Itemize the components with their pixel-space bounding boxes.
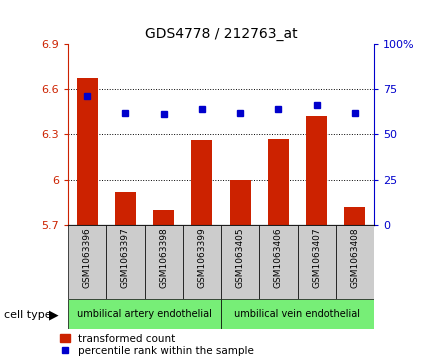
Bar (259, 225, 298, 299)
Text: GSM1063397: GSM1063397 (121, 227, 130, 288)
Bar (306, 116, 327, 225)
Bar (230, 180, 251, 225)
Text: GSM1063407: GSM1063407 (312, 227, 321, 288)
Bar (115, 192, 136, 225)
Bar (191, 140, 212, 225)
Text: GSM1063396: GSM1063396 (82, 227, 92, 288)
Bar (153, 210, 174, 225)
Bar (298, 225, 336, 299)
Text: umbilical artery endothelial: umbilical artery endothelial (77, 309, 212, 319)
Bar (68, 299, 221, 329)
Text: GSM1063408: GSM1063408 (350, 227, 360, 288)
Text: GSM1063398: GSM1063398 (159, 227, 168, 288)
Bar (144, 225, 183, 299)
Bar (68, 225, 106, 299)
Legend: transformed count, percentile rank within the sample: transformed count, percentile rank withi… (60, 334, 254, 356)
Text: GSM1063399: GSM1063399 (197, 227, 207, 288)
Title: GDS4778 / 212763_at: GDS4778 / 212763_at (144, 27, 298, 41)
Text: cell type: cell type (4, 310, 52, 320)
Bar (221, 299, 374, 329)
Bar (183, 225, 221, 299)
Bar (76, 78, 98, 225)
Bar (106, 225, 144, 299)
Bar (336, 225, 374, 299)
Text: ▶: ▶ (49, 308, 59, 321)
Text: GSM1063405: GSM1063405 (235, 227, 245, 288)
Bar (268, 139, 289, 225)
Text: umbilical vein endothelial: umbilical vein endothelial (235, 309, 360, 319)
Text: GSM1063406: GSM1063406 (274, 227, 283, 288)
Bar (344, 207, 366, 225)
Bar (221, 225, 259, 299)
